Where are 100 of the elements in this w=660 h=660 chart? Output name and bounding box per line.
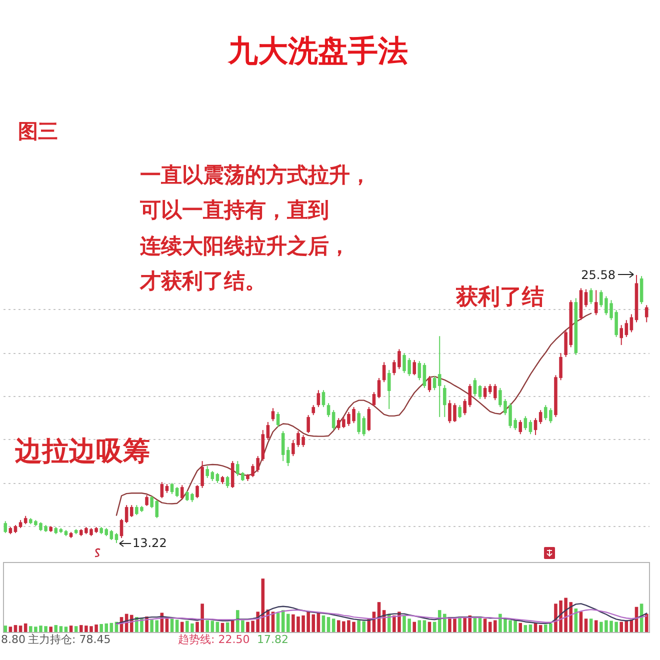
bar	[220, 622, 224, 632]
candlestick	[387, 369, 391, 410]
candlestick	[124, 504, 128, 524]
candlestick	[422, 362, 426, 388]
bar	[589, 618, 593, 632]
candlestick	[620, 324, 623, 346]
candlestick	[463, 398, 466, 416]
candlestick	[170, 482, 174, 495]
candlestick	[4, 520, 8, 534]
bar	[49, 626, 52, 632]
candlestick	[145, 494, 148, 506]
bar	[216, 622, 220, 632]
bar	[59, 626, 63, 632]
candlestick	[468, 384, 472, 408]
candlestick	[377, 377, 381, 399]
candlestick	[326, 402, 330, 418]
bar	[210, 620, 214, 632]
candlestick	[594, 290, 598, 316]
bar	[418, 620, 422, 632]
bar	[488, 622, 492, 632]
bar	[483, 618, 487, 632]
bar	[110, 622, 114, 632]
bar	[422, 620, 426, 632]
bar	[463, 618, 466, 632]
text: 图三	[18, 119, 58, 143]
text: 连续大阳线拉升之后，	[140, 234, 350, 258]
candlestick	[382, 362, 386, 383]
candlestick	[473, 377, 477, 396]
candlestick	[281, 430, 285, 462]
bar	[64, 626, 68, 632]
candlestick	[322, 390, 326, 408]
candlestick	[206, 466, 209, 478]
candlestick	[160, 482, 164, 499]
candlestick	[478, 384, 482, 400]
bar	[518, 622, 522, 632]
annotation: 25.58	[581, 268, 616, 282]
bar	[322, 615, 326, 632]
candlestick	[418, 360, 422, 381]
candlestick	[584, 288, 588, 308]
candlestick	[443, 384, 446, 418]
candlestick	[630, 314, 634, 333]
candlestick	[518, 420, 522, 435]
candlestick	[488, 384, 492, 395]
candlestick	[210, 470, 214, 482]
candlestick	[644, 304, 648, 323]
bar	[524, 625, 528, 632]
bar	[4, 626, 8, 632]
chart-title: 九大洗盘手法	[228, 34, 408, 69]
candlestick	[216, 472, 220, 484]
annotation: 边拉边吸筹	[15, 436, 150, 467]
candlestick	[438, 336, 442, 418]
candlestick	[524, 416, 528, 431]
candlestick	[180, 484, 184, 500]
candlestick	[428, 376, 432, 393]
bar	[286, 614, 290, 632]
bar	[432, 622, 436, 632]
candlestick	[624, 320, 628, 338]
bar	[180, 622, 184, 632]
bar	[226, 622, 230, 632]
candlestick	[589, 288, 593, 305]
bar	[175, 620, 179, 632]
candlestick	[640, 276, 644, 305]
bar	[332, 618, 336, 632]
bar	[493, 620, 497, 632]
bar	[538, 625, 542, 632]
bar	[206, 620, 209, 632]
text: 一直以震荡的方式拉升，	[140, 163, 371, 187]
candlestick	[196, 484, 199, 499]
candlestick	[266, 422, 270, 441]
text: 17.82	[257, 633, 288, 646]
candlestick	[306, 414, 310, 434]
candlestick	[200, 460, 204, 488]
bar	[24, 623, 28, 632]
candlestick	[534, 418, 538, 436]
candlestick	[286, 446, 290, 467]
bar	[620, 622, 623, 632]
bar	[69, 626, 73, 632]
text: 趋势线: 22.50	[178, 633, 250, 646]
candlestick	[432, 376, 436, 391]
candlestick	[483, 386, 487, 400]
bar	[14, 625, 18, 632]
bar	[584, 618, 588, 632]
candlestick	[316, 390, 320, 408]
candlestick	[528, 420, 532, 435]
candlestick	[493, 384, 497, 401]
candlestick	[276, 412, 280, 428]
candlestick	[226, 476, 230, 488]
candlestick	[312, 404, 316, 416]
candlestick	[332, 410, 336, 431]
bar	[594, 620, 598, 632]
text: 8.80	[1, 633, 26, 646]
annotation: 获利了结	[456, 285, 544, 310]
bar	[8, 626, 12, 632]
bar	[54, 625, 58, 632]
bar	[412, 622, 416, 632]
annotation: 才获利了结。	[140, 269, 266, 293]
candlestick	[412, 359, 416, 376]
bar	[528, 624, 532, 632]
candlestick	[175, 486, 179, 498]
candlestick	[130, 504, 134, 518]
